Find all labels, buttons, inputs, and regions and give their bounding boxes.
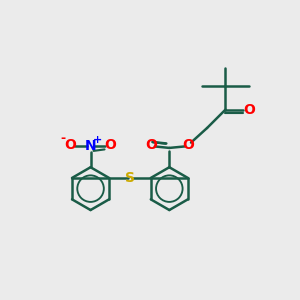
Text: O: O [64, 138, 76, 152]
Text: O: O [243, 103, 255, 117]
Text: -: - [60, 132, 65, 145]
Text: O: O [183, 138, 195, 152]
Text: N: N [85, 140, 96, 153]
Text: O: O [145, 138, 157, 152]
Text: S: S [125, 171, 135, 185]
Text: O: O [104, 138, 116, 152]
Text: +: + [92, 136, 102, 146]
